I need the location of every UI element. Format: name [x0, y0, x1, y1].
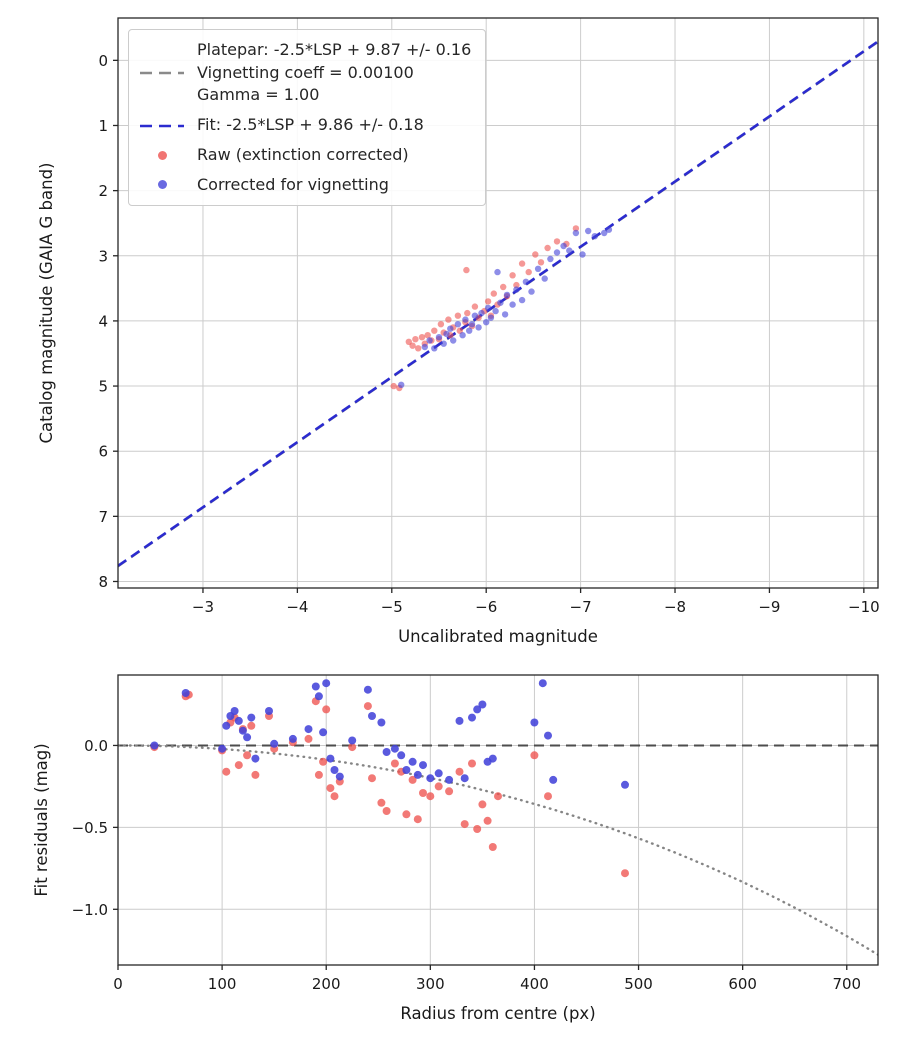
- vignetting-model-curve: [118, 744, 878, 956]
- x-tick-label: −10: [848, 598, 880, 616]
- legend-entry: Corrected for vignetting: [139, 174, 471, 197]
- legend-label: Platepar: -2.5*LSP + 9.87 +/- 0.16 Vignet…: [197, 39, 471, 107]
- tick-labels: 0 100 200 300 400 500 600 700 0.0 −0.5 −1.0: [72, 737, 862, 993]
- legend-dot-icon: [139, 150, 185, 160]
- tick-labels: −3 −4 −5 −6 −7 −8 −9 −10 0 1 2 3 4 5 6 7 8: [98, 52, 879, 616]
- legend-entry: Raw (extinction corrected): [139, 144, 471, 167]
- x-tick-label: −6: [475, 598, 497, 616]
- series-corrected-points: [150, 679, 629, 789]
- series-corrected-points: [398, 226, 613, 388]
- x-tick-label: 0: [113, 975, 123, 993]
- magnitude-fit-axes: −3 −4 −5 −6 −7 −8 −9 −10 0 1 2 3 4 5 6 7 8 Uncalibrated m…: [37, 17, 880, 646]
- y-tick-label: 0: [98, 52, 108, 70]
- y-tick-label: 5: [98, 378, 108, 396]
- residuals-ylabel: Fit residuals (mag): [32, 743, 51, 896]
- x-tick-label: 700: [832, 975, 861, 993]
- y-tick-label: 7: [98, 508, 108, 526]
- x-tick-label: −5: [381, 598, 403, 616]
- legend-label-line: Platepar: -2.5*LSP + 9.87 +/- 0.16: [197, 40, 472, 59]
- magnitude-fit-ylabel: Catalog magnitude (GAIA G band): [37, 163, 56, 444]
- axes-frame: [117, 674, 879, 966]
- tick-marks: [113, 59, 865, 593]
- fit-line: [118, 40, 878, 567]
- y-tick-label: −0.5: [72, 819, 108, 837]
- legend-label-line: Fit: -2.5*LSP + 9.86 +/- 0.18: [197, 115, 424, 135]
- y-tick-label: 2: [98, 182, 108, 200]
- legend-dashed-line-icon: [139, 70, 185, 76]
- x-tick-label: 200: [312, 975, 341, 993]
- legend-label-line: Gamma = 1.00: [197, 85, 320, 105]
- x-tick-label: 500: [624, 975, 653, 993]
- legend-entry: Platepar: -2.5*LSP + 9.87 +/- 0.16 Vignet…: [139, 39, 471, 107]
- legend-label: Raw (extinction corrected): [197, 144, 409, 167]
- x-tick-label: 400: [520, 975, 549, 993]
- axes-frame: [117, 17, 879, 589]
- x-tick-label: −7: [570, 598, 592, 616]
- y-tick-label: 1: [98, 117, 108, 135]
- x-tick-label: −3: [192, 598, 214, 616]
- y-tick-label: 6: [98, 443, 108, 461]
- x-tick-label: −9: [758, 598, 780, 616]
- x-tick-label: −4: [286, 598, 308, 616]
- y-tick-label: 3: [98, 247, 108, 265]
- x-tick-label: 600: [728, 975, 757, 993]
- y-tick-label: 0.0: [84, 737, 108, 755]
- y-tick-label: 4: [98, 312, 108, 330]
- legend-label-line: Vignetting coeff = 0.00100: [197, 62, 414, 82]
- tick-marks: [113, 744, 848, 970]
- x-tick-label: 300: [416, 975, 445, 993]
- x-tick-label: −8: [664, 598, 686, 616]
- residuals-xlabel: Radius from centre (px): [400, 1004, 595, 1023]
- legend-label-line: Raw (extinction corrected): [197, 144, 409, 164]
- legend-entry: Fit: -2.5*LSP + 9.86 +/- 0.18: [139, 114, 471, 137]
- y-tick-label: 8: [98, 573, 108, 591]
- y-tick-label: −1.0: [72, 901, 108, 919]
- residuals-axes: 0 100 200 300 400 500 600 700 0.0 −0.5 −1.0 Radius …: [32, 674, 879, 1023]
- legend-label: Fit: -2.5*LSP + 9.86 +/- 0.18: [197, 114, 424, 137]
- legend-label: Corrected for vignetting: [197, 174, 389, 197]
- x-tick-label: 100: [208, 975, 237, 993]
- legend-label-line: Corrected for vignetting: [197, 174, 389, 194]
- legend-dashed-line-icon: [139, 123, 185, 129]
- series-raw-points: [390, 225, 580, 392]
- magnitude-fit-xlabel: Uncalibrated magnitude: [398, 627, 598, 646]
- legend: Platepar: -2.5*LSP + 9.87 +/- 0.16 Vignet…: [128, 29, 487, 207]
- legend-dot-icon: [139, 180, 185, 190]
